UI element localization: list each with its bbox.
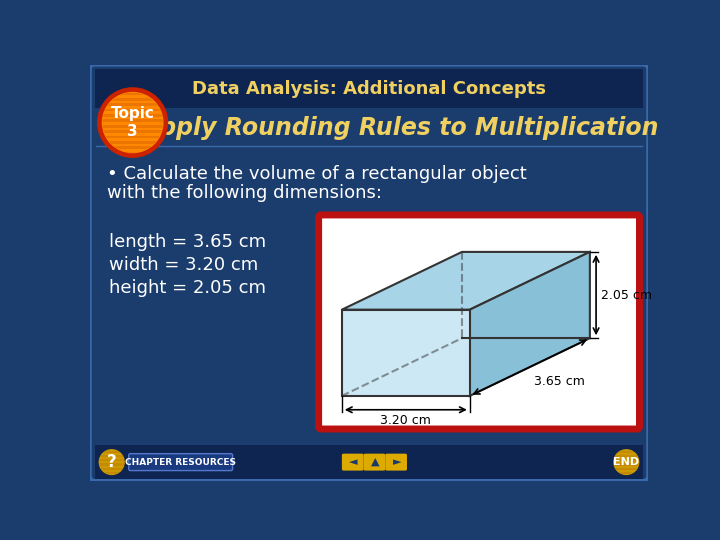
Text: CHAPTER RESOURCES: CHAPTER RESOURCES xyxy=(125,457,236,467)
Bar xyxy=(99,468,124,470)
Circle shape xyxy=(99,450,124,475)
Text: Data Analysis: Additional Concepts: Data Analysis: Additional Concepts xyxy=(192,80,546,98)
Polygon shape xyxy=(342,252,590,309)
Text: 3.65 cm: 3.65 cm xyxy=(534,375,585,388)
Text: Topic
3: Topic 3 xyxy=(111,106,155,139)
Bar xyxy=(614,455,639,457)
Bar xyxy=(98,109,168,111)
Text: 2.05 cm: 2.05 cm xyxy=(600,288,652,301)
Bar xyxy=(98,141,168,144)
Bar xyxy=(99,472,124,474)
FancyBboxPatch shape xyxy=(90,65,648,481)
Bar xyxy=(98,92,168,95)
Text: width = 3.20 cm: width = 3.20 cm xyxy=(109,256,258,274)
Bar xyxy=(614,468,639,470)
Bar xyxy=(98,103,168,106)
Text: Apply Rounding Rules to Multiplication: Apply Rounding Rules to Multiplication xyxy=(141,116,659,140)
FancyBboxPatch shape xyxy=(385,454,407,470)
Bar xyxy=(98,125,168,127)
Bar xyxy=(98,130,168,133)
Bar xyxy=(98,136,168,138)
Bar xyxy=(98,119,168,122)
Polygon shape xyxy=(342,309,469,396)
Bar xyxy=(94,445,644,479)
Bar xyxy=(99,463,124,465)
Text: ?: ? xyxy=(107,453,117,471)
Text: • Calculate the volume of a rectangular object: • Calculate the volume of a rectangular … xyxy=(107,165,527,183)
Bar xyxy=(98,152,168,154)
Text: 3.20 cm: 3.20 cm xyxy=(380,414,431,427)
Bar xyxy=(614,472,639,474)
Text: ◄: ◄ xyxy=(349,457,358,467)
Text: ►: ► xyxy=(392,457,401,467)
Text: END: END xyxy=(613,457,639,467)
Circle shape xyxy=(614,450,639,475)
Bar xyxy=(614,463,639,465)
Bar xyxy=(98,146,168,149)
Bar xyxy=(99,459,124,461)
Polygon shape xyxy=(469,252,590,396)
Text: with the following dimensions:: with the following dimensions: xyxy=(107,184,382,202)
Text: length = 3.65 cm: length = 3.65 cm xyxy=(109,233,266,251)
Bar xyxy=(99,455,124,457)
FancyBboxPatch shape xyxy=(129,454,233,470)
FancyBboxPatch shape xyxy=(364,454,385,470)
Bar xyxy=(98,114,168,117)
Bar xyxy=(614,459,639,461)
FancyBboxPatch shape xyxy=(342,454,364,470)
Circle shape xyxy=(98,88,168,157)
Text: height = 2.05 cm: height = 2.05 cm xyxy=(109,279,266,297)
Circle shape xyxy=(102,92,163,153)
Bar xyxy=(94,70,644,108)
Bar xyxy=(99,450,124,453)
FancyBboxPatch shape xyxy=(319,215,639,429)
Bar xyxy=(98,98,168,100)
Bar xyxy=(94,108,644,146)
Text: ▲: ▲ xyxy=(371,457,379,467)
Bar xyxy=(614,450,639,453)
